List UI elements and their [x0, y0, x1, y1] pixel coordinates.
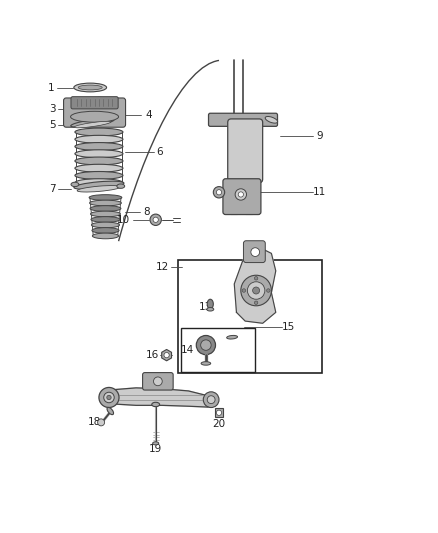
FancyBboxPatch shape: [143, 373, 173, 390]
Ellipse shape: [107, 407, 113, 415]
Text: 18: 18: [88, 417, 101, 427]
Ellipse shape: [201, 362, 211, 365]
Circle shape: [241, 275, 272, 306]
Text: 15: 15: [282, 322, 296, 332]
Bar: [177, 260, 321, 374]
Text: 3: 3: [49, 104, 56, 114]
Ellipse shape: [78, 85, 102, 90]
Ellipse shape: [117, 184, 125, 188]
Text: 16: 16: [146, 350, 159, 360]
Ellipse shape: [74, 122, 111, 128]
Circle shape: [153, 217, 158, 222]
Circle shape: [254, 277, 258, 280]
FancyBboxPatch shape: [71, 96, 118, 109]
Ellipse shape: [75, 150, 123, 158]
Circle shape: [99, 387, 119, 408]
Text: 13: 13: [198, 302, 212, 312]
Circle shape: [216, 410, 222, 415]
FancyBboxPatch shape: [228, 119, 263, 183]
Text: 12: 12: [155, 262, 169, 271]
Ellipse shape: [77, 185, 121, 192]
Circle shape: [107, 395, 111, 400]
Text: 11: 11: [313, 187, 326, 197]
FancyBboxPatch shape: [64, 98, 126, 127]
Text: 2: 2: [92, 97, 99, 107]
Text: 14: 14: [180, 345, 194, 356]
Circle shape: [164, 352, 169, 358]
Ellipse shape: [207, 299, 213, 309]
Ellipse shape: [91, 216, 120, 222]
Circle shape: [153, 377, 162, 386]
Ellipse shape: [226, 335, 237, 339]
Circle shape: [216, 190, 222, 195]
Ellipse shape: [75, 128, 123, 136]
Text: 19: 19: [149, 444, 162, 454]
Ellipse shape: [92, 228, 119, 233]
Text: 20: 20: [212, 419, 226, 429]
Ellipse shape: [75, 172, 123, 180]
Text: 9: 9: [316, 131, 323, 141]
Circle shape: [247, 282, 265, 299]
Ellipse shape: [75, 179, 123, 187]
Text: 7: 7: [49, 184, 56, 194]
Circle shape: [104, 392, 114, 403]
Text: 17: 17: [144, 379, 157, 390]
FancyBboxPatch shape: [230, 201, 239, 215]
Ellipse shape: [75, 164, 123, 172]
Circle shape: [235, 189, 247, 200]
Polygon shape: [106, 388, 215, 407]
FancyBboxPatch shape: [223, 179, 261, 215]
Circle shape: [150, 214, 161, 225]
Text: 8: 8: [144, 207, 150, 217]
Ellipse shape: [91, 211, 120, 217]
FancyBboxPatch shape: [245, 201, 254, 215]
Ellipse shape: [90, 200, 121, 206]
Text: 6: 6: [157, 147, 163, 157]
Ellipse shape: [90, 206, 121, 211]
Ellipse shape: [71, 182, 79, 187]
Circle shape: [196, 335, 215, 354]
Polygon shape: [234, 247, 276, 323]
Ellipse shape: [75, 135, 123, 143]
Bar: [215, 408, 223, 417]
Bar: [180, 328, 255, 372]
Ellipse shape: [75, 142, 123, 150]
Circle shape: [251, 248, 260, 256]
Ellipse shape: [97, 98, 110, 102]
Ellipse shape: [89, 195, 122, 200]
Ellipse shape: [71, 118, 114, 127]
Circle shape: [207, 395, 215, 403]
Text: 10: 10: [117, 215, 130, 225]
Circle shape: [242, 289, 246, 292]
Ellipse shape: [92, 222, 120, 228]
Ellipse shape: [75, 157, 123, 165]
Circle shape: [253, 287, 260, 294]
Ellipse shape: [152, 402, 159, 407]
Circle shape: [267, 289, 270, 292]
Ellipse shape: [74, 181, 124, 189]
Text: 5: 5: [49, 119, 56, 130]
Circle shape: [201, 340, 211, 350]
Ellipse shape: [152, 442, 159, 445]
FancyBboxPatch shape: [244, 241, 265, 263]
Ellipse shape: [265, 117, 278, 123]
FancyBboxPatch shape: [208, 113, 278, 126]
Ellipse shape: [71, 111, 119, 122]
Ellipse shape: [207, 308, 214, 311]
Circle shape: [98, 419, 105, 426]
Circle shape: [238, 192, 244, 197]
Ellipse shape: [74, 83, 106, 92]
Ellipse shape: [92, 233, 119, 239]
Circle shape: [254, 301, 258, 304]
Circle shape: [213, 187, 225, 198]
Text: 1: 1: [48, 83, 54, 93]
Text: 4: 4: [146, 110, 152, 120]
Circle shape: [203, 392, 219, 408]
